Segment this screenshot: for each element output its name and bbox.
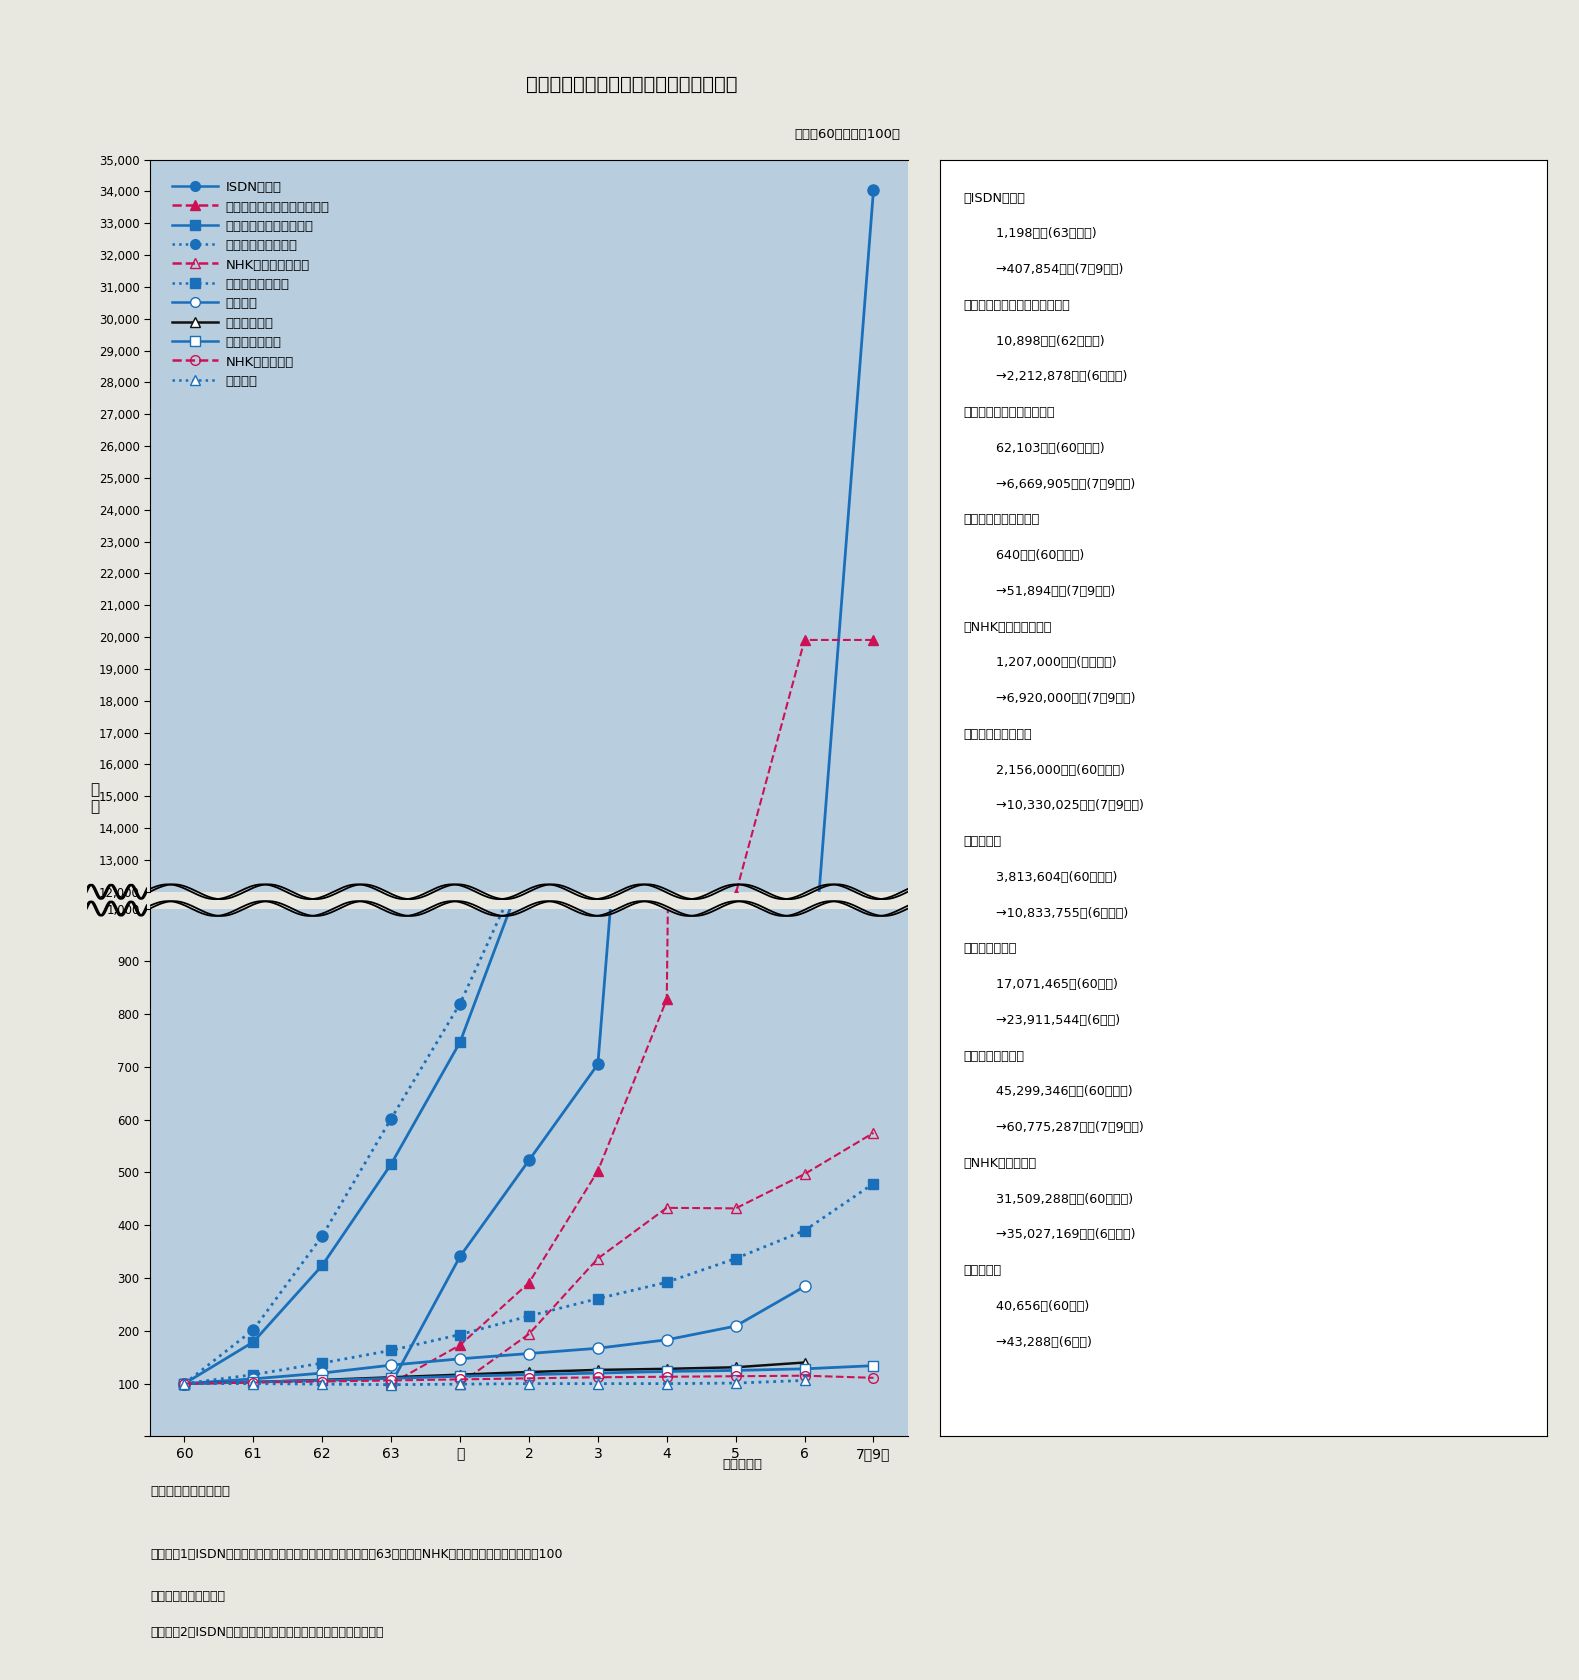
Text: 10,898契約(62年度末): 10,898契約(62年度末)	[963, 334, 1104, 348]
Text: 2　ISDN回線は基本インターフェースの回線数である。: 2 ISDN回線は基本インターフェースの回線数である。	[150, 1626, 384, 1640]
Text: 3,813,604局(60年度末): 3,813,604局(60年度末)	[963, 870, 1118, 884]
Legend: ISDN回線数, 都市型ケーブルテレビ契約数, 携帯・自動車電話契約数, 高速デジタル回線数, NHK衛星放送契約数, 無線呼出し契約数, 無線局数, 内国郵便: ISDN回線数, 都市型ケーブルテレビ契約数, 携帯・自動車電話契約数, 高速デ…	[172, 181, 330, 388]
Text: →407,854回線(7年9月末): →407,854回線(7年9月末)	[963, 264, 1123, 276]
Text: （年度末）: （年度末）	[722, 1458, 763, 1472]
Text: 第１－１－１図　　国内情報通信の動向: 第１－１－１図 国内情報通信の動向	[526, 74, 737, 94]
Text: 指
数: 指 数	[90, 781, 99, 815]
Text: ・携帯・自動車電話契約数: ・携帯・自動車電話契約数	[963, 407, 1055, 418]
Text: →6,669,905契約(7年9月末): →6,669,905契約(7年9月末)	[963, 477, 1135, 491]
Text: ・加入電話契約数: ・加入電話契約数	[963, 1050, 1025, 1062]
Text: 40,656通(60年度): 40,656通(60年度)	[963, 1300, 1090, 1312]
Text: 郵政省資料により作成: 郵政省資料により作成	[150, 1485, 231, 1499]
Text: ・無線呼出し契約数: ・無線呼出し契約数	[963, 727, 1033, 741]
Text: →10,330,025契約(7年9月末): →10,330,025契約(7年9月末)	[963, 800, 1143, 811]
Text: （昭和60年度末＝100）: （昭和60年度末＝100）	[794, 128, 900, 141]
Text: 45,299,346契約(60年度末): 45,299,346契約(60年度末)	[963, 1085, 1132, 1099]
Text: ・内国郵便物数: ・内国郵便物数	[963, 942, 1017, 956]
Text: ・電報通数: ・電報通数	[963, 1263, 1003, 1277]
Text: 640回線(60年度末): 640回線(60年度末)	[963, 549, 1085, 563]
Text: ・都市型ケーブルテレビ契約数: ・都市型ケーブルテレビ契約数	[963, 299, 1071, 312]
Text: 2,156,000契約(60年度末): 2,156,000契約(60年度末)	[963, 763, 1124, 776]
Text: →43,288通(6年度): →43,288通(6年度)	[963, 1336, 1091, 1349]
Text: 17,071,465通(60年度): 17,071,465通(60年度)	[963, 978, 1118, 991]
Text: 1,198回線(63年度末): 1,198回線(63年度末)	[963, 227, 1096, 240]
Text: →60,775,287契約(7年9月末): →60,775,287契約(7年9月末)	[963, 1121, 1143, 1134]
Text: とした。: とした。	[150, 1589, 224, 1603]
Text: ・高速デジタル回線数: ・高速デジタル回線数	[963, 514, 1041, 526]
Text: ・NHK受信契約数: ・NHK受信契約数	[963, 1158, 1037, 1169]
Text: ・無線局数: ・無線局数	[963, 835, 1003, 848]
Text: →35,027,169契約(6年度末): →35,027,169契約(6年度末)	[963, 1228, 1135, 1242]
Text: ・ISDN回線数: ・ISDN回線数	[963, 192, 1026, 205]
Text: 1,207,000契約(元年度末): 1,207,000契約(元年度末)	[963, 657, 1116, 669]
Text: 31,509,288契約(60年度末): 31,509,288契約(60年度末)	[963, 1193, 1134, 1206]
Text: →6,920,000契約(7年9月末): →6,920,000契約(7年9月末)	[963, 692, 1135, 706]
Text: →23,911,544通(6年度): →23,911,544通(6年度)	[963, 1013, 1120, 1026]
Text: →2,212,878契約(6年度末): →2,212,878契約(6年度末)	[963, 370, 1127, 383]
Text: 62,103契約(60年度末): 62,103契約(60年度末)	[963, 442, 1104, 455]
Text: →51,894回線(7年9月末): →51,894回線(7年9月末)	[963, 585, 1115, 598]
Text: （注）　1　ISDN回線数、都市型ケーブルテレビ契約数は昭和63年度末、NHK衛星放送契約数は元年度を100: （注） 1 ISDN回線数、都市型ケーブルテレビ契約数は昭和63年度末、NHK衛…	[150, 1547, 562, 1561]
Text: →10,833,755局(6年度末): →10,833,755局(6年度末)	[963, 907, 1127, 919]
Text: ・NHK衛星放送契約数: ・NHK衛星放送契約数	[963, 620, 1052, 633]
